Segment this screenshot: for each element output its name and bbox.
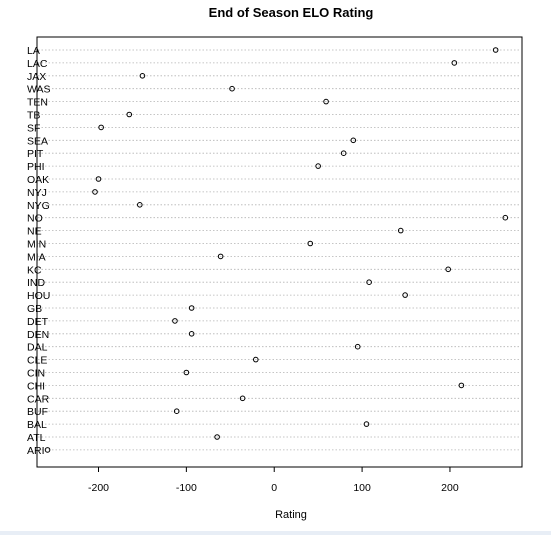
x-tick-label: 100: [353, 482, 371, 494]
data-point: [340, 150, 347, 156]
y-tick-label: ATL: [27, 432, 46, 444]
data-point: [354, 343, 361, 350]
y-tick-label: PHI: [27, 161, 45, 173]
y-tick-label: NE: [27, 226, 42, 238]
data-point: [315, 163, 321, 169]
data-point: [188, 331, 195, 337]
y-tick-label: TEN: [27, 97, 48, 109]
chart-title: End of Season ELO Rating: [209, 5, 374, 20]
x-axis: -200 -100 0 100 200: [88, 467, 459, 494]
y-tick-label: WAS: [27, 84, 51, 96]
data-point: [239, 395, 246, 402]
data-point: [458, 382, 465, 389]
y-tick-label: SF: [27, 122, 40, 134]
x-tick-label: 200: [441, 482, 459, 494]
y-tick-label: IND: [27, 277, 46, 289]
data-point: [173, 408, 180, 415]
data-point: [323, 98, 329, 105]
data-point: [366, 279, 372, 286]
data-point: [136, 202, 143, 208]
y-tick-label: DAL: [27, 342, 48, 354]
y-tick-label: JAX: [27, 71, 46, 83]
y-tick-label: CAR: [27, 393, 50, 405]
window-bottom-strip: [0, 531, 551, 535]
y-tick-label: SEA: [27, 135, 48, 147]
data-point: [95, 176, 102, 182]
data-point: [363, 421, 370, 427]
y-tick-label: NYJ: [27, 187, 47, 199]
data-point: [502, 214, 509, 221]
y-tick-label: KC: [27, 264, 42, 276]
y-tick-label: DET: [27, 316, 49, 328]
y-tick-label: LA: [27, 45, 40, 57]
data-point: [350, 137, 357, 144]
y-tick-label: OAK: [27, 174, 49, 186]
data-points: [44, 47, 509, 453]
y-tick-label: NYG: [27, 200, 50, 212]
data-point: [445, 266, 451, 273]
x-tick-label: -200: [88, 482, 109, 494]
y-tick-label: PIT: [27, 148, 44, 160]
data-point: [217, 253, 224, 260]
y-tick-label: BAL: [27, 419, 47, 431]
data-point: [397, 227, 404, 234]
y-tick-label: MIN: [27, 239, 46, 251]
y-tick-label: GB: [27, 303, 42, 315]
y-tick-label: LAC: [27, 58, 48, 70]
grid-lines: [38, 49, 521, 451]
data-point: [214, 434, 220, 440]
data-point: [92, 189, 98, 195]
data-point: [183, 369, 190, 376]
plot-frame: [36, 36, 523, 468]
data-point: [451, 60, 458, 66]
data-point: [252, 356, 259, 363]
y-tick-label: DEN: [27, 329, 49, 341]
y-tick-label: MIA: [27, 251, 46, 263]
data-point: [172, 318, 178, 324]
data-point: [229, 85, 235, 92]
y-tick-label: TB: [27, 110, 40, 122]
data-point: [402, 292, 408, 298]
data-point: [139, 73, 146, 79]
y-tick-label: ARI: [27, 445, 45, 457]
x-axis-label: Rating: [275, 509, 307, 521]
x-tick-label: -100: [176, 482, 197, 494]
data-point: [188, 305, 195, 311]
y-tick-label: HOU: [27, 290, 50, 302]
data-point: [98, 124, 104, 131]
y-tick-labels: LALACJAXWASTENTBSFSEAPITPHIOAKNYJNYGNONE…: [27, 45, 51, 457]
data-point: [44, 447, 51, 453]
y-tick-label: CLE: [27, 355, 47, 367]
y-tick-label: BUF: [27, 406, 48, 418]
data-point: [126, 111, 133, 118]
y-tick-label: NO: [27, 213, 43, 225]
y-tick-label: CHI: [27, 380, 45, 392]
data-point: [492, 47, 499, 53]
x-tick-label: 0: [271, 482, 277, 494]
data-point: [307, 240, 314, 247]
y-tick-label: CIN: [27, 368, 45, 380]
